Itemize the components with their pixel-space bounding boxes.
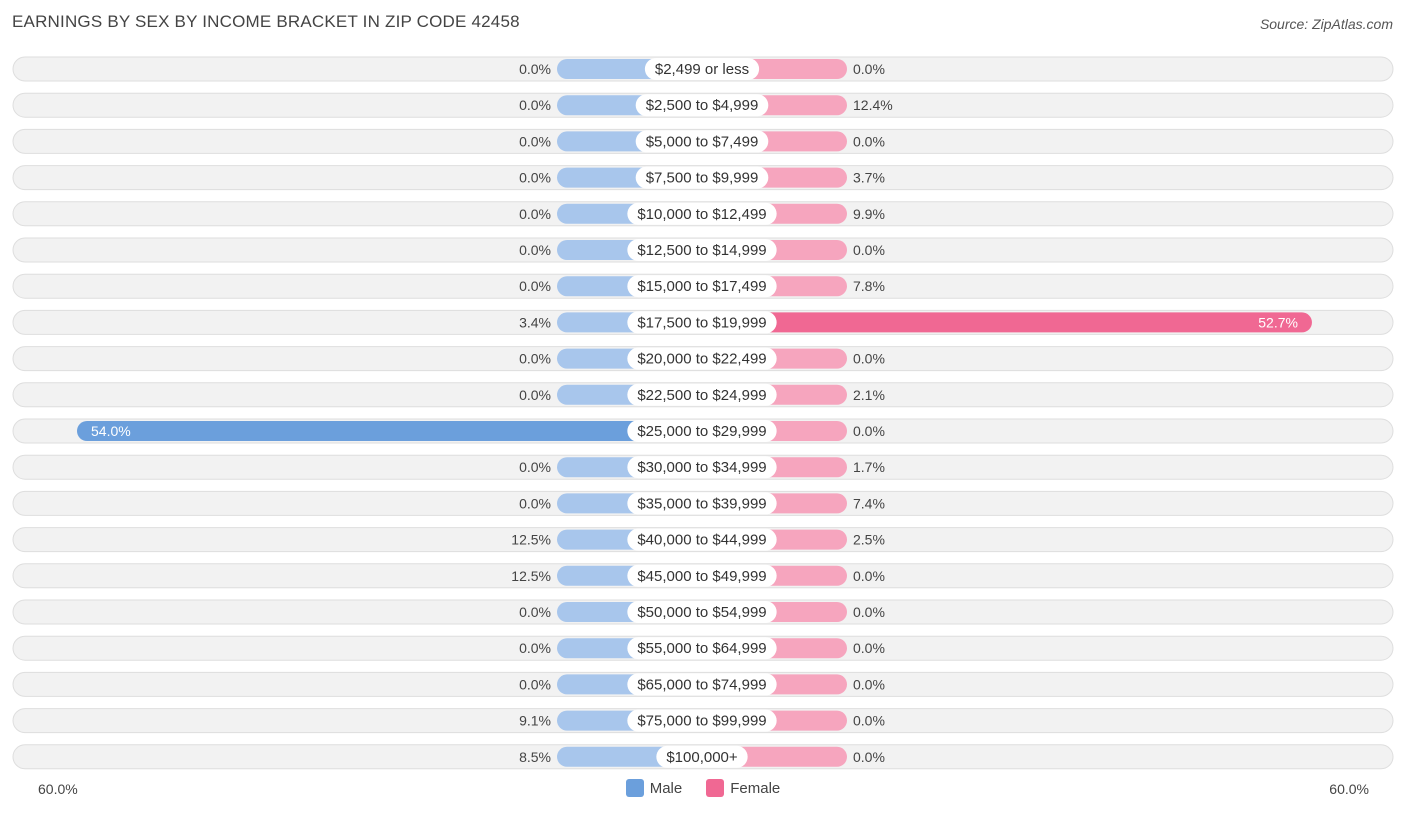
category-label: $15,000 to $17,499	[637, 278, 766, 295]
category-pill	[635, 94, 769, 117]
category-label: $65,000 to $74,999	[637, 676, 766, 693]
female-value-label: 0.0%	[853, 61, 885, 77]
category-pill	[627, 492, 777, 515]
category-label: $30,000 to $34,999	[637, 459, 766, 476]
axis-label-right: 60.0%	[1329, 781, 1369, 797]
male-value-label: 0.0%	[519, 495, 551, 511]
female-value-label: 7.8%	[853, 278, 885, 294]
category-label: $50,000 to $54,999	[637, 604, 766, 621]
category-label: $5,000 to $7,499	[646, 133, 759, 150]
category-pill	[627, 637, 777, 660]
male-bar	[77, 421, 702, 441]
legend-swatch-male	[625, 779, 644, 797]
female-value-label: 0.0%	[853, 713, 885, 729]
category-label: $22,500 to $24,999	[637, 387, 766, 404]
female-value-label: 0.0%	[853, 423, 885, 439]
legend-swatch-female	[706, 779, 725, 797]
category-label: $10,000 to $12,499	[637, 206, 766, 223]
female-value-label: 0.0%	[853, 640, 885, 656]
category-pill	[627, 275, 777, 298]
category-pill	[627, 239, 777, 261]
male-value-label: 0.0%	[519, 61, 551, 77]
female-value-label: 0.0%	[853, 604, 885, 620]
male-value-label: 3.4%	[519, 314, 551, 330]
category-pill	[627, 420, 777, 442]
category-pill	[627, 601, 777, 623]
category-pill	[627, 564, 777, 587]
female-value-label: 0.0%	[853, 676, 885, 692]
female-value-label: 0.0%	[853, 133, 885, 149]
female-value-label: 9.9%	[853, 206, 885, 222]
category-label: $17,500 to $19,999	[637, 314, 766, 331]
category-label: $45,000 to $49,999	[637, 568, 766, 585]
category-label: $25,000 to $29,999	[637, 423, 766, 440]
male-value-label: 0.0%	[519, 278, 551, 294]
male-value-label: 0.0%	[519, 97, 551, 113]
category-label: $100,000+	[666, 749, 738, 766]
male-value-label: 0.0%	[519, 206, 551, 222]
male-value-label: 0.0%	[519, 170, 551, 186]
male-value-label: 54.0%	[91, 423, 131, 439]
category-label: $40,000 to $44,999	[637, 532, 766, 549]
category-label: $12,500 to $14,999	[637, 242, 766, 259]
category-pill	[627, 311, 777, 334]
male-value-label: 0.0%	[519, 387, 551, 403]
male-value-label: 9.1%	[519, 713, 551, 729]
category-pill	[627, 202, 777, 225]
category-label: $2,500 to $4,999	[646, 97, 759, 114]
category-label: $2,499 or less	[655, 61, 749, 78]
category-pill	[635, 130, 769, 153]
male-value-label: 12.5%	[511, 568, 551, 584]
male-value-label: 0.0%	[519, 640, 551, 656]
chart-legend: Male Female	[0, 779, 1406, 797]
female-value-label: 0.0%	[853, 568, 885, 584]
male-value-label: 0.0%	[519, 676, 551, 692]
female-value-label: 1.7%	[853, 459, 885, 475]
legend-label-female: Female	[730, 779, 781, 797]
male-value-label: 0.0%	[519, 604, 551, 620]
legend-item-male[interactable]: Male	[625, 779, 683, 797]
category-pill	[627, 456, 777, 479]
category-pill	[635, 166, 769, 189]
male-value-label: 0.0%	[519, 242, 551, 258]
male-value-label: 8.5%	[519, 749, 551, 765]
female-value-label: 2.5%	[853, 532, 885, 548]
category-label: $35,000 to $39,999	[637, 495, 766, 512]
female-value-label: 0.0%	[853, 351, 885, 367]
female-value-label: 0.0%	[853, 749, 885, 765]
category-pill	[627, 673, 777, 696]
female-bar	[702, 312, 1312, 333]
category-pill	[627, 709, 777, 732]
category-pill	[627, 347, 777, 370]
legend-label-male: Male	[649, 779, 683, 797]
legend-item-female[interactable]: Female	[706, 779, 780, 797]
female-value-label: 2.1%	[853, 387, 885, 403]
category-label: $7,500 to $9,999	[646, 170, 759, 187]
category-pill	[644, 58, 760, 80]
female-value-label: 3.7%	[853, 170, 885, 186]
category-label: $20,000 to $22,499	[637, 351, 766, 368]
chart-title: EARNINGS BY SEX BY INCOME BRACKET IN ZIP…	[12, 12, 520, 31]
male-value-label: 0.0%	[519, 133, 551, 149]
male-value-label: 0.0%	[519, 459, 551, 475]
female-value-label: 0.0%	[853, 242, 885, 258]
axis-label-left: 60.0%	[38, 781, 78, 797]
female-value-label: 12.4%	[853, 97, 893, 113]
male-value-label: 12.5%	[511, 532, 551, 548]
female-value-label: 52.7%	[1258, 314, 1298, 330]
category-label: $75,000 to $99,999	[637, 713, 766, 730]
category-label: $55,000 to $64,999	[637, 640, 766, 657]
male-value-label: 0.0%	[519, 351, 551, 367]
category-pill	[627, 383, 777, 406]
female-value-label: 7.4%	[853, 495, 885, 511]
category-pill	[627, 528, 777, 551]
chart-source: Source: ZipAtlas.com	[1259, 16, 1393, 32]
category-pill	[656, 745, 748, 768]
